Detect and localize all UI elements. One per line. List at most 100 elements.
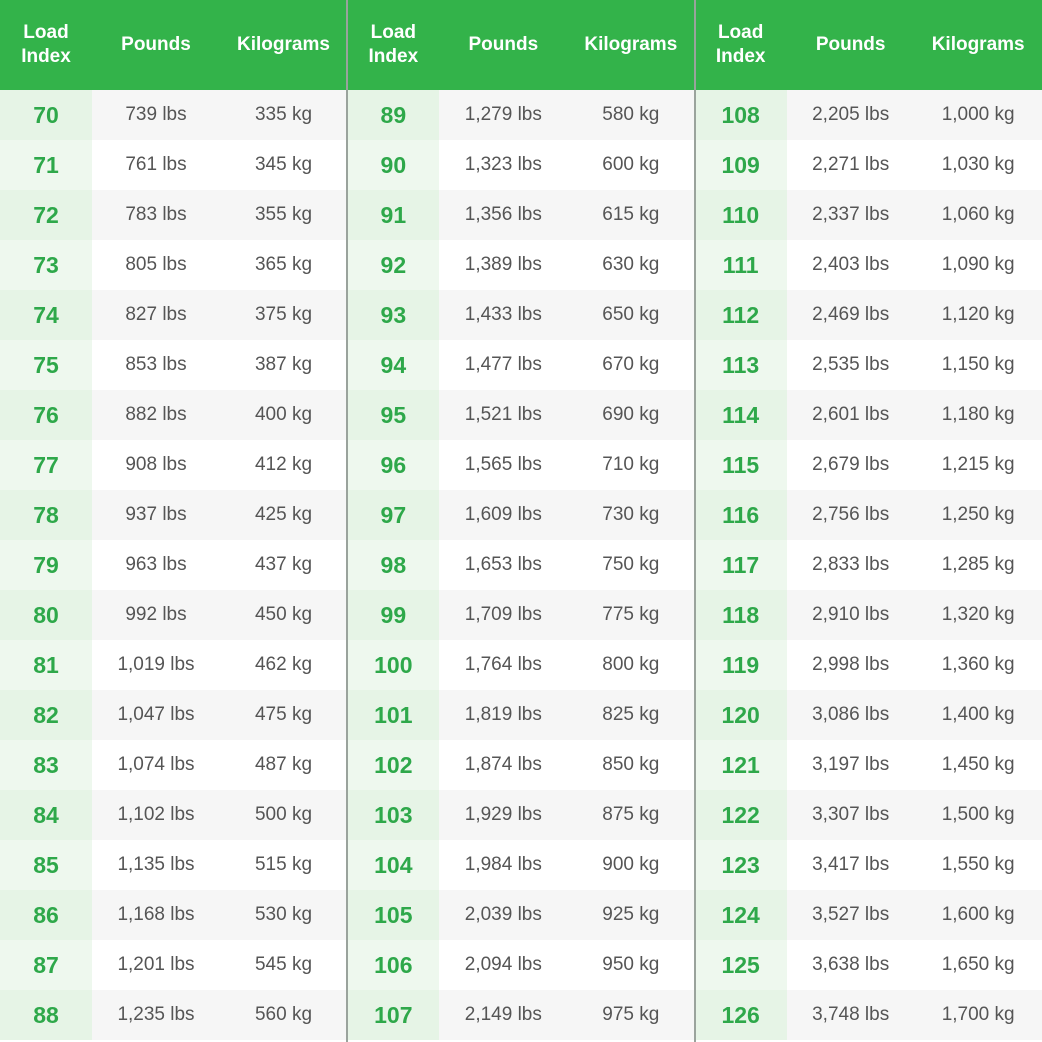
kilograms: 730 kg <box>602 504 660 525</box>
index-background <box>347 590 440 640</box>
kilograms: 1,500 kg <box>941 804 1015 825</box>
index-background <box>347 790 440 840</box>
pounds: 3,527 lbs <box>812 904 890 925</box>
kilograms: 365 kg <box>254 254 313 275</box>
index-background <box>0 740 92 790</box>
index-background <box>0 190 92 240</box>
index-background <box>0 840 92 890</box>
index-background <box>0 890 92 940</box>
index-background <box>347 840 440 890</box>
pounds: 1,047 lbs <box>117 704 195 725</box>
load-index: 112 <box>722 301 760 328</box>
pounds: 739 lbs <box>125 104 187 125</box>
load-index: 81 <box>33 651 59 678</box>
pounds: 1,168 lbs <box>117 904 195 925</box>
pounds: 2,833 lbs <box>812 554 890 575</box>
load-index: 85 <box>33 851 59 878</box>
kilograms: 500 kg <box>254 804 313 825</box>
index-background <box>694 440 787 490</box>
load-index: 82 <box>33 701 59 728</box>
load-index: 124 <box>721 901 760 928</box>
pounds: 2,535 lbs <box>812 354 890 375</box>
kilograms: 375 kg <box>254 304 313 325</box>
pounds: 1,279 lbs <box>464 104 542 125</box>
index-background <box>0 690 92 740</box>
load-index: 92 <box>380 251 407 278</box>
load-index: 90 <box>380 151 407 178</box>
load-index: 108 <box>721 101 760 128</box>
pounds: 1,984 lbs <box>464 854 542 875</box>
kilograms: 775 kg <box>602 604 660 625</box>
index-background <box>694 140 787 190</box>
load-index: 114 <box>722 401 760 428</box>
kilograms: 670 kg <box>602 354 660 375</box>
load-index: 106 <box>374 951 413 978</box>
index-background <box>694 590 787 640</box>
kilograms: 515 kg <box>254 854 313 875</box>
load-index: 120 <box>721 701 760 728</box>
pounds: 1,764 lbs <box>464 654 542 675</box>
load-index: 95 <box>380 401 407 428</box>
column-header: Load Index <box>21 22 71 67</box>
header-bar <box>694 0 1042 90</box>
load-index: 73 <box>33 251 59 278</box>
pounds: 2,205 lbs <box>812 104 890 125</box>
index-background <box>694 540 787 590</box>
index-background <box>347 990 440 1040</box>
load-index: 75 <box>33 351 59 378</box>
pounds: 2,910 lbs <box>812 604 890 625</box>
pounds: 1,201 lbs <box>117 954 195 975</box>
pounds: 3,086 lbs <box>812 704 890 725</box>
kilograms: 1,600 kg <box>941 904 1015 925</box>
pounds: 2,403 lbs <box>812 254 890 275</box>
index-background <box>694 990 787 1040</box>
pounds: 3,748 lbs <box>812 1004 890 1025</box>
kilograms: 425 kg <box>254 504 313 525</box>
index-background <box>347 640 440 690</box>
pounds: 2,998 lbs <box>812 654 890 675</box>
index-background <box>694 690 787 740</box>
index-background <box>0 640 92 690</box>
kilograms: 1,180 kg <box>941 404 1015 425</box>
load-index: 94 <box>380 351 407 378</box>
index-background <box>694 340 787 390</box>
pounds: 3,197 lbs <box>812 754 890 775</box>
load-index: 103 <box>374 801 413 828</box>
pounds: 761 lbs <box>125 154 187 175</box>
index-background <box>347 940 440 990</box>
pounds: 2,601 lbs <box>812 404 890 425</box>
index-background <box>347 240 440 290</box>
kilograms: 387 kg <box>254 354 313 375</box>
kilograms: 475 kg <box>254 704 313 725</box>
kilograms: 462 kg <box>254 654 313 675</box>
pounds: 2,469 lbs <box>812 304 890 325</box>
pounds: 3,638 lbs <box>812 954 890 975</box>
load-index: 105 <box>374 901 413 928</box>
pounds: 783 lbs <box>125 204 187 225</box>
load-index: 126 <box>721 1001 760 1028</box>
pounds: 992 lbs <box>125 604 187 625</box>
load-index: 101 <box>374 701 413 728</box>
load-index: 74 <box>33 301 59 328</box>
index-background <box>0 440 92 490</box>
load-index: 96 <box>380 451 407 478</box>
kilograms: 950 kg <box>602 954 660 975</box>
panel-separator <box>693 0 696 1042</box>
kilograms: 1,700 kg <box>941 1004 1015 1025</box>
column-header: Load Index <box>368 22 419 67</box>
index-background <box>694 290 787 340</box>
index-background <box>694 740 787 790</box>
pounds: 1,709 lbs <box>464 604 542 625</box>
index-background <box>0 140 92 190</box>
pounds: 2,271 lbs <box>812 154 890 175</box>
kilograms: 1,650 kg <box>941 954 1015 975</box>
column-header: Pounds <box>121 34 191 55</box>
load-index: 78 <box>33 501 59 528</box>
pounds: 1,356 lbs <box>464 204 542 225</box>
index-background <box>694 840 787 890</box>
index-background <box>694 890 787 940</box>
pounds: 1,477 lbs <box>464 354 542 375</box>
kilograms: 355 kg <box>254 204 313 225</box>
kilograms: 1,120 kg <box>941 304 1015 325</box>
column-header: Pounds <box>815 34 886 55</box>
